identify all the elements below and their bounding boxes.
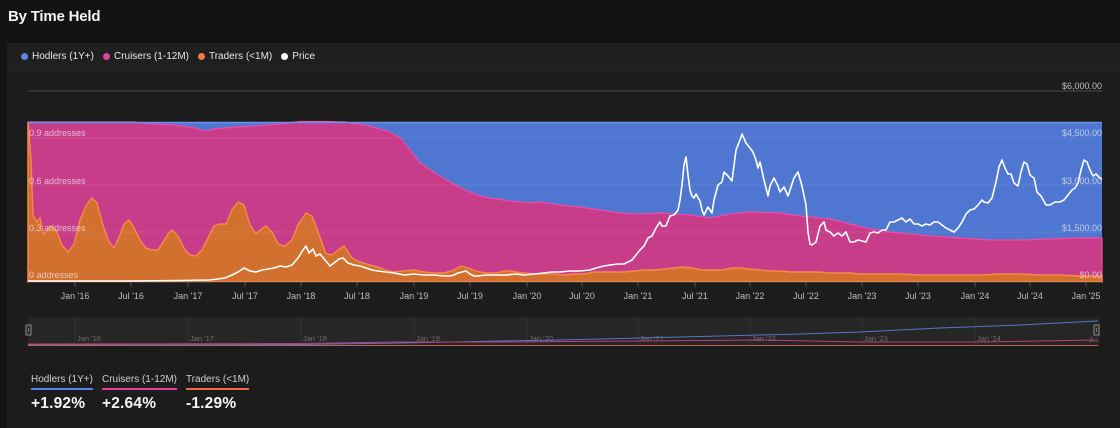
navigator-gridlines xyxy=(74,317,976,345)
x-label: Jan '19 xyxy=(400,291,429,301)
stat-hodlers: Hodlers (1Y+) +1.92% xyxy=(31,369,93,413)
x-label: Jul '23 xyxy=(905,291,931,301)
navigator-label: Jan '20 xyxy=(529,334,553,343)
x-label: Jul '20 xyxy=(569,291,595,301)
circle-dot-icon xyxy=(197,53,205,60)
navigator-label: Jan '18 xyxy=(303,334,327,343)
stat-underline-traders xyxy=(185,388,250,390)
x-label: Jan '16 xyxy=(61,291,90,301)
x-label: Jul '24 xyxy=(1017,291,1043,301)
legend-label: Hodlers (1Y+) xyxy=(32,51,94,62)
navigator-label: Jan '24 xyxy=(977,334,1001,343)
stat-underline-hodlers xyxy=(31,388,93,390)
traders-area[interactable] xyxy=(27,121,1103,283)
navigator-background[interactable] xyxy=(28,317,1100,345)
x-label: Jul '18 xyxy=(344,291,370,301)
x-axis-ticks xyxy=(74,282,1087,287)
circle-dot-icon xyxy=(102,53,110,60)
navigator-cruisers-line xyxy=(27,339,1099,345)
x-label: Jul '22 xyxy=(793,291,819,301)
navigator-hodlers-line xyxy=(27,320,1099,346)
navigator-label: Jan '19 xyxy=(416,334,440,343)
navigator-label: Jan '23 xyxy=(864,334,888,343)
navigator-label: J... xyxy=(1089,335,1099,344)
x-label: Jan '23 xyxy=(848,291,877,301)
legend-label: Price xyxy=(292,51,316,62)
right-axis-label-0: $0.00 xyxy=(1079,270,1102,280)
circle-dot-icon xyxy=(21,53,28,60)
navigator-label: Jan '17 xyxy=(190,334,214,343)
stat-value: +1.92% xyxy=(31,395,86,412)
stat-value: +2.64% xyxy=(101,395,157,412)
navigator-label: Jan '21 xyxy=(640,334,664,343)
left-axis-label-0.9: 0.9 addresses xyxy=(29,128,86,138)
gridlines xyxy=(28,137,1102,233)
x-label: Jan '18 xyxy=(287,291,316,301)
navigator-label: Jan '22 xyxy=(752,334,776,343)
x-label: Jan '24 xyxy=(961,291,990,301)
stat-label: Hodlers (1Y+) xyxy=(31,374,93,385)
left-axis-label-0.6: 0.6 addresses xyxy=(29,176,86,186)
left-axis-label-0: 0 addresses xyxy=(29,270,79,280)
x-label: Jul '17 xyxy=(232,291,258,301)
x-label: Jan '25 xyxy=(1072,291,1101,301)
stat-underline-cruisers xyxy=(101,388,177,390)
x-label: Jul '16 xyxy=(118,291,144,301)
range-navigator[interactable]: Jan '16 Jan '17 Jan '18 Jan '19 Jan '20 … xyxy=(25,317,1100,346)
stat-cruisers: Cruisers (1-12M) +2.64% xyxy=(101,369,177,413)
legend-label: Cruisers (1-12M) xyxy=(113,51,189,62)
chart-legend: Hodlers (1Y+) Cruisers (1-12M) Traders (… xyxy=(7,43,1120,71)
right-axis-label-1500: $1,500.00 xyxy=(1062,223,1102,233)
legend-item-cruisers[interactable]: Cruisers (1-12M) xyxy=(102,51,189,62)
cohort-stats: Hodlers (1Y+) +1.92% Cruisers (1-12M) +2… xyxy=(31,369,258,413)
stat-traders: Traders (<1M) -1.29% xyxy=(185,369,250,413)
x-label: Jan '21 xyxy=(624,291,653,301)
circle-dot-icon xyxy=(281,53,289,60)
legend-item-price[interactable]: Price xyxy=(281,51,315,62)
legend-item-traders[interactable]: Traders (<1M) xyxy=(197,51,273,62)
x-label: Jan '20 xyxy=(513,291,542,301)
left-axis-label-0.3: 0.3 addresses xyxy=(29,223,86,233)
stat-value: -1.29% xyxy=(185,395,237,412)
right-axis-label-4500: $4,500.00 xyxy=(1062,128,1102,138)
x-label: Jul '19 xyxy=(457,291,483,301)
x-axis-labels: Jan '16 Jul '16 Jan '17 Jul '17 Jan '18 … xyxy=(61,291,1101,301)
right-axis-label-6000: $6,000.00 xyxy=(1062,81,1102,91)
price-line[interactable] xyxy=(28,133,1103,282)
navigator-label: Jan '16 xyxy=(77,334,101,343)
stat-label: Traders (<1M) xyxy=(185,374,250,385)
page-title: By Time Held xyxy=(8,8,101,25)
x-label: Jul '21 xyxy=(682,291,708,301)
x-label: Jan '17 xyxy=(174,291,203,301)
legend-label: Traders (<1M) xyxy=(208,51,273,62)
right-axis-label-3000: $3,000.00 xyxy=(1062,176,1102,186)
stat-label: Cruisers (1-12M) xyxy=(101,374,177,385)
x-label: Jan '22 xyxy=(736,291,765,301)
legend-item-hodlers[interactable]: Hodlers (1Y+) xyxy=(21,51,94,62)
